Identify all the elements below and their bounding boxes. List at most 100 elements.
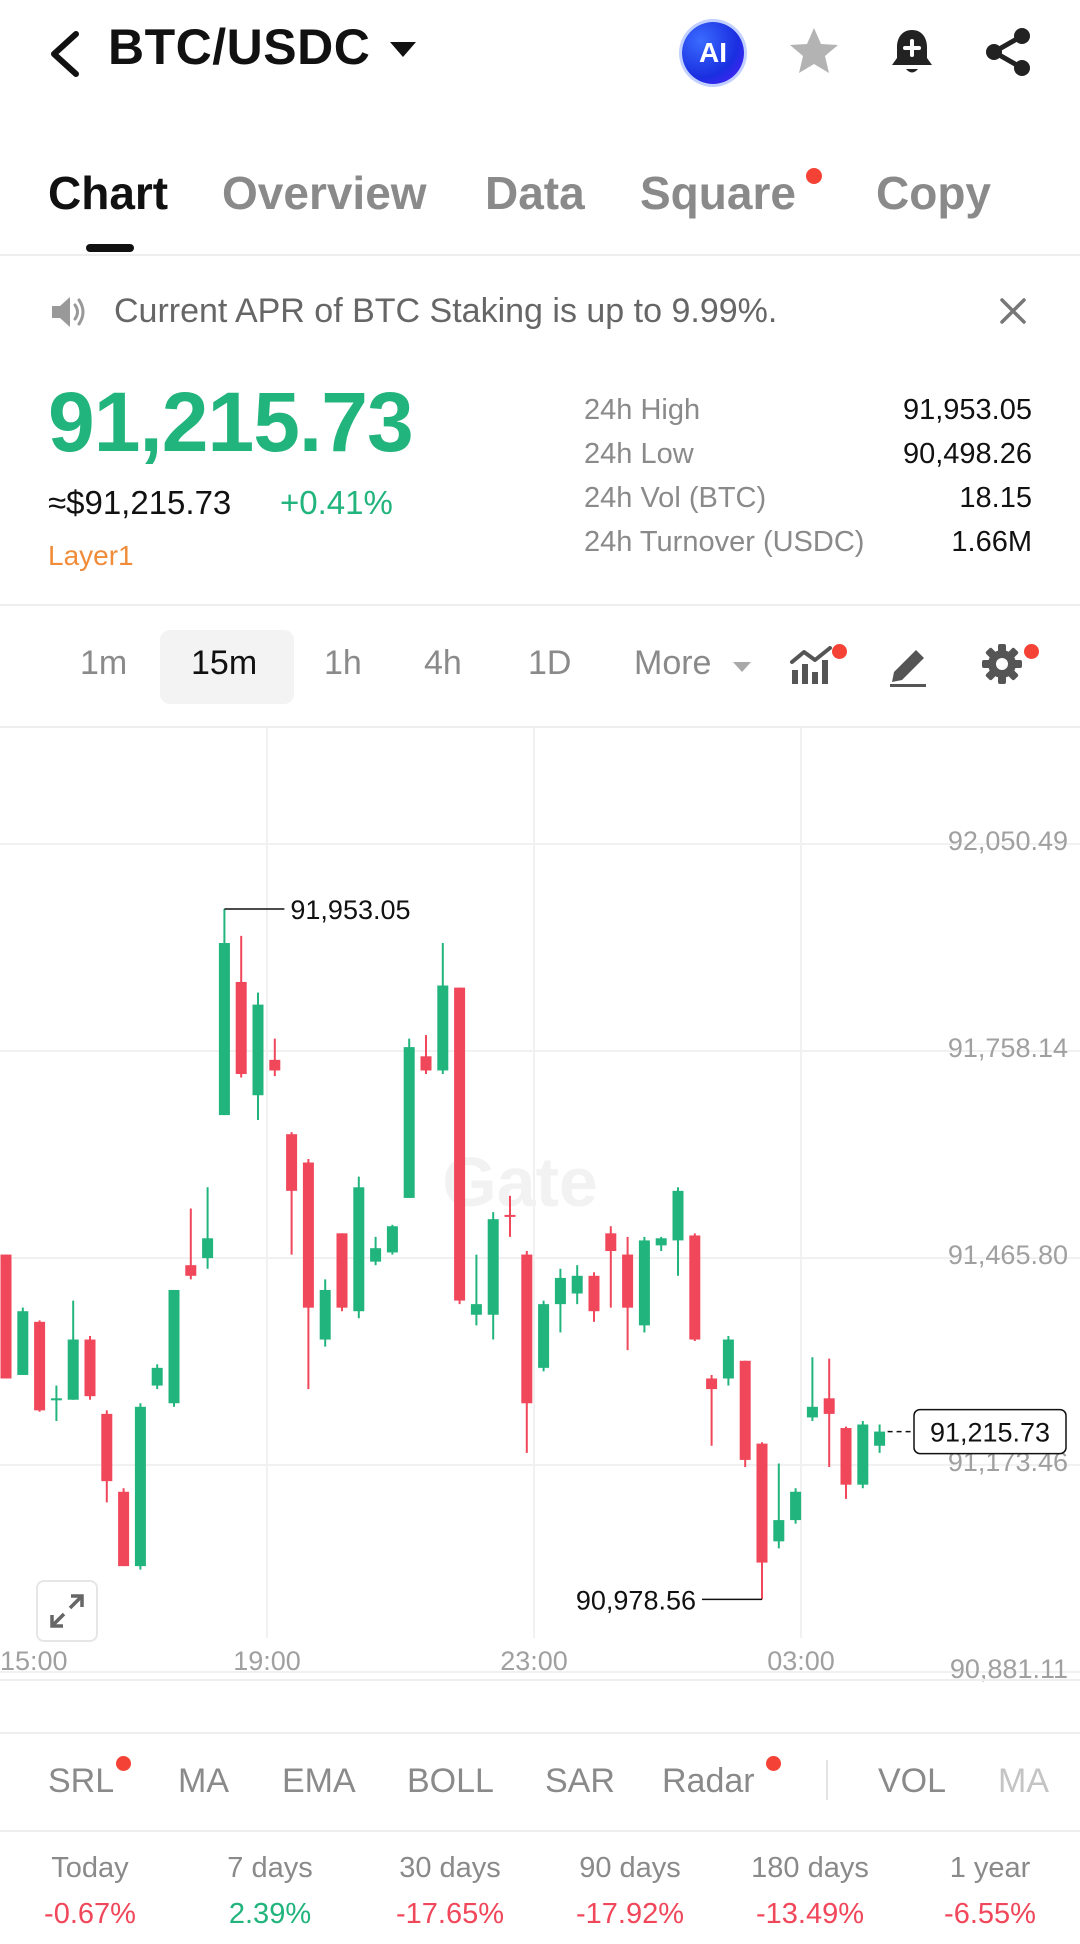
time-axis-label: 23:00 [500,1646,568,1676]
settings-gear-icon[interactable] [978,640,1026,688]
settings-notification-dot [1024,644,1039,659]
timeframe-4h[interactable]: 4h [424,644,462,682]
timeframe-1m[interactable]: 1m [80,644,128,682]
candle-body [857,1424,869,1485]
tab-overview[interactable]: Overview [222,167,427,219]
performance-label: 180 days [751,1852,869,1884]
timeframe-selected-bg [160,630,294,704]
indicator-radar[interactable]: Radar [662,1762,755,1800]
candle-body [521,1254,533,1404]
stat-label-24h-high: 24h High [584,394,701,426]
candle-body [353,1187,365,1312]
candle-body [554,1277,566,1305]
performance-value: -17.65% [395,1898,504,1930]
indicator-sar[interactable]: SAR [545,1762,615,1800]
stat-value-24h-high: 91,953.05 [902,394,1032,426]
candle-body [17,1311,29,1375]
indicator-sub-ma[interactable]: MA [998,1762,1049,1800]
candle-body [487,1219,499,1315]
price-axis-label: 91,465.80 [948,1240,1068,1270]
performance-label: Today [51,1852,129,1884]
indicator-vol[interactable]: VOL [878,1762,947,1800]
time-axis-label: 15:00 [0,1646,68,1676]
radar-notification-dot [766,1756,781,1771]
candle-body [286,1134,298,1191]
candle-body [403,1047,415,1198]
category-tag[interactable]: Layer1 [48,540,134,571]
candle-body [739,1360,751,1460]
candle-body [689,1235,701,1340]
bell-plus-icon[interactable] [884,24,940,80]
price-change-percent: +0.41% [280,484,393,521]
candle-body [50,1398,62,1401]
dropdown-caret-icon[interactable] [390,42,416,57]
stat-value-24h-turnover: 1.66M [951,526,1032,558]
tab-copy[interactable]: Copy [876,167,991,219]
time-axis-label: 19:00 [233,1646,301,1676]
ai-assistant-button[interactable]: AI [682,22,744,84]
high-marker-label: 91,953.05 [290,895,410,925]
low-marker-label: 90,978.56 [576,1585,696,1615]
candle-body [67,1339,79,1400]
candle-body [806,1406,818,1418]
candle-body [605,1233,617,1252]
candle-body [34,1321,46,1411]
candle-body [370,1248,382,1262]
draw-pencil-icon[interactable] [884,640,932,688]
stat-value-24h-vol: 18.15 [959,482,1032,514]
tab-data[interactable]: Data [485,167,585,219]
stat-value-24h-low: 90,498.26 [902,438,1032,470]
candle-body [538,1304,550,1368]
indicator-ma[interactable]: MA [178,1762,229,1800]
candle-body [840,1428,852,1485]
performance-value: -0.67% [44,1898,136,1930]
pair-title[interactable]: BTC/USDC [108,19,371,75]
watermark-text: Gate [442,1143,598,1221]
candle-body [0,1254,12,1379]
more-caret-icon [733,662,751,672]
expand-chart-icon[interactable] [36,1580,98,1642]
tab-square[interactable]: Square [640,167,796,219]
indicator-srl[interactable]: SRL [48,1762,115,1800]
indicator-ema[interactable]: EMA [282,1762,356,1800]
time-axis-label: 03:00 [767,1646,835,1676]
performance-label: 90 days [579,1852,681,1884]
timeframe-1d[interactable]: 1D [528,644,572,682]
stat-label-24h-vol: 24h Vol (BTC) [584,482,767,514]
candle-body [386,1226,398,1253]
share-icon[interactable] [980,24,1036,80]
candle-body [134,1406,146,1567]
indicators-chart-icon[interactable] [788,640,836,688]
srl-notification-dot [116,1756,131,1771]
candle-body [454,987,466,1301]
candle-body [571,1275,583,1294]
candle-body [790,1491,802,1521]
indicators-notification-dot [832,644,847,659]
performance-value: -6.55% [944,1898,1036,1930]
candlestick-chart[interactable]: Gate 91,953.05 90,978.56 92,050.49 91,758.14… [0,728,1080,1696]
speaker-icon [52,297,85,327]
candle-body [118,1491,130,1567]
performance-label: 1 year [949,1852,1031,1884]
indicator-separator [826,1760,828,1800]
close-icon[interactable] [996,294,1030,328]
back-arrow-icon[interactable] [44,28,88,80]
timeframe-more[interactable]: More [634,644,712,682]
star-icon[interactable] [786,24,842,80]
candle-body [588,1275,600,1312]
last-price: 91,215.73 [48,375,414,469]
tab-chart[interactable]: Chart [48,167,169,219]
price-axis-label: 91,758.14 [948,1033,1068,1063]
indicator-boll[interactable]: BOLL [407,1762,494,1800]
announcement-text[interactable]: Current APR of BTC Staking is up to 9.99… [114,292,778,330]
candle-body [168,1289,180,1404]
candle-body [252,1004,264,1096]
indicators-divider-top [0,1732,1080,1734]
timeframe-15m[interactable]: 15m [191,644,258,682]
candle-body [622,1254,634,1308]
candle-body [773,1520,785,1542]
candle-body [235,981,247,1075]
performance-label: 7 days [227,1852,313,1884]
timeframe-1h[interactable]: 1h [324,644,362,682]
square-notification-dot [806,168,822,184]
